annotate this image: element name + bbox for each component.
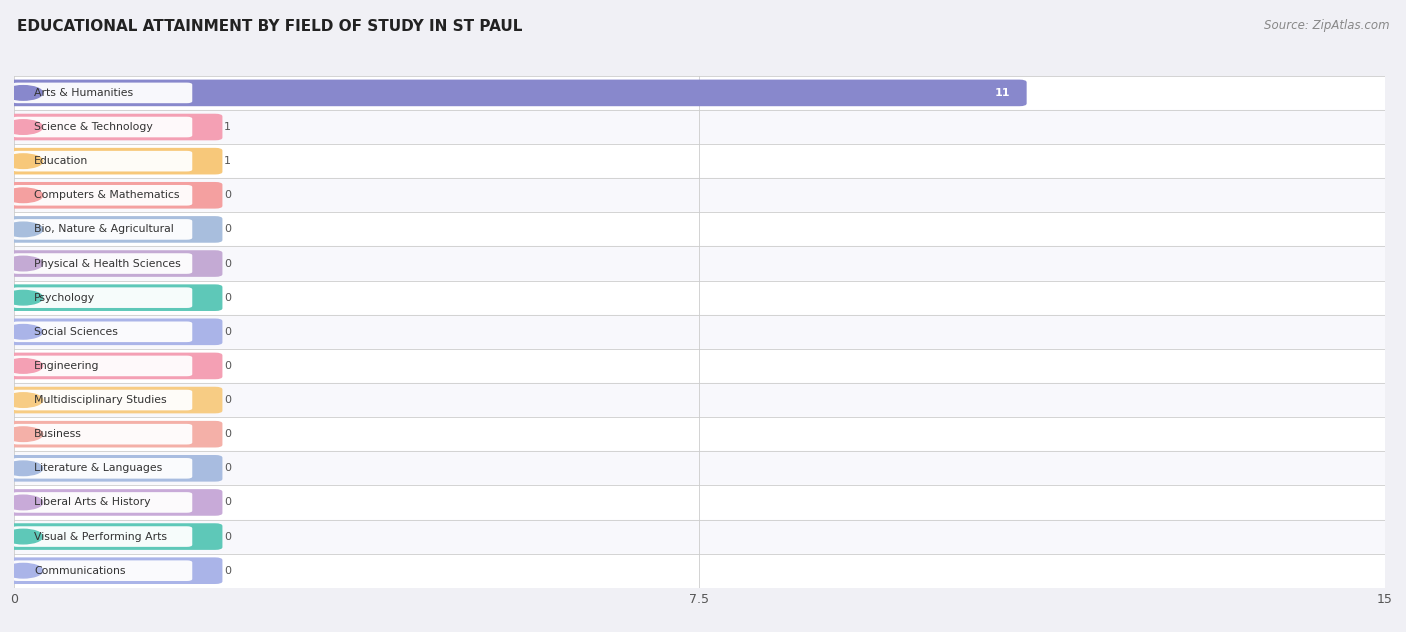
FancyBboxPatch shape [7,114,222,140]
Text: 0: 0 [225,395,231,405]
Text: Psychology: Psychology [34,293,96,303]
Circle shape [4,564,42,578]
Text: Social Sciences: Social Sciences [34,327,118,337]
Text: Literature & Languages: Literature & Languages [34,463,163,473]
Bar [14,144,1385,178]
Circle shape [4,427,42,441]
FancyBboxPatch shape [13,151,193,171]
FancyBboxPatch shape [7,80,1026,106]
FancyBboxPatch shape [13,288,193,308]
Bar [14,349,1385,383]
Text: 0: 0 [225,532,231,542]
FancyBboxPatch shape [13,253,193,274]
FancyBboxPatch shape [7,216,222,243]
Circle shape [4,359,42,373]
Text: EDUCATIONAL ATTAINMENT BY FIELD OF STUDY IN ST PAUL: EDUCATIONAL ATTAINMENT BY FIELD OF STUDY… [17,19,522,34]
Circle shape [4,461,42,475]
Circle shape [4,495,42,509]
Bar [14,76,1385,110]
FancyBboxPatch shape [7,148,222,174]
Bar [14,315,1385,349]
FancyBboxPatch shape [7,353,222,379]
FancyBboxPatch shape [13,458,193,478]
Text: 0: 0 [225,429,231,439]
FancyBboxPatch shape [7,319,222,345]
Bar [14,383,1385,417]
FancyBboxPatch shape [7,557,222,584]
FancyBboxPatch shape [13,219,193,240]
Bar [14,212,1385,246]
Text: 0: 0 [225,463,231,473]
Circle shape [4,120,42,134]
Text: 1: 1 [225,156,231,166]
Text: 11: 11 [994,88,1011,98]
FancyBboxPatch shape [13,185,193,205]
FancyBboxPatch shape [13,117,193,137]
Bar [14,178,1385,212]
Text: 0: 0 [225,190,231,200]
Text: Bio, Nature & Agricultural: Bio, Nature & Agricultural [34,224,174,234]
Text: 0: 0 [225,224,231,234]
Circle shape [4,530,42,544]
Text: 0: 0 [225,258,231,269]
Bar [14,281,1385,315]
FancyBboxPatch shape [13,390,193,410]
FancyBboxPatch shape [13,561,193,581]
Circle shape [4,257,42,270]
Bar [14,485,1385,520]
Bar [14,246,1385,281]
Text: Visual & Performing Arts: Visual & Performing Arts [34,532,167,542]
FancyBboxPatch shape [7,455,222,482]
Text: Arts & Humanities: Arts & Humanities [34,88,134,98]
Bar [14,520,1385,554]
Circle shape [4,154,42,168]
Bar [14,451,1385,485]
FancyBboxPatch shape [13,356,193,376]
Circle shape [4,325,42,339]
FancyBboxPatch shape [13,526,193,547]
Text: Multidisciplinary Studies: Multidisciplinary Studies [34,395,167,405]
FancyBboxPatch shape [7,182,222,209]
FancyBboxPatch shape [7,387,222,413]
Text: Engineering: Engineering [34,361,100,371]
Text: 0: 0 [225,497,231,507]
Text: Science & Technology: Science & Technology [34,122,153,132]
Text: 0: 0 [225,361,231,371]
Circle shape [4,86,42,100]
FancyBboxPatch shape [13,83,193,103]
Bar [14,554,1385,588]
Bar [14,110,1385,144]
FancyBboxPatch shape [7,523,222,550]
Circle shape [4,291,42,305]
FancyBboxPatch shape [7,489,222,516]
Bar [14,417,1385,451]
Text: 0: 0 [225,327,231,337]
Text: 1: 1 [225,122,231,132]
Text: Communications: Communications [34,566,125,576]
Text: Business: Business [34,429,82,439]
Circle shape [4,393,42,407]
Text: 0: 0 [225,566,231,576]
Text: Computers & Mathematics: Computers & Mathematics [34,190,180,200]
FancyBboxPatch shape [7,284,222,311]
Text: Physical & Health Sciences: Physical & Health Sciences [34,258,181,269]
Text: Liberal Arts & History: Liberal Arts & History [34,497,150,507]
FancyBboxPatch shape [13,424,193,444]
Circle shape [4,188,42,202]
Text: Education: Education [34,156,89,166]
FancyBboxPatch shape [13,322,193,342]
FancyBboxPatch shape [7,250,222,277]
FancyBboxPatch shape [13,492,193,513]
Text: 0: 0 [225,293,231,303]
Circle shape [4,222,42,236]
Text: Source: ZipAtlas.com: Source: ZipAtlas.com [1264,19,1389,32]
FancyBboxPatch shape [7,421,222,447]
